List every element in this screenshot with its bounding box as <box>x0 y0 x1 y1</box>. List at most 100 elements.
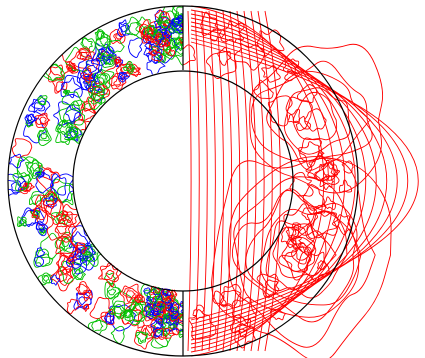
field-line <box>233 43 266 71</box>
contour-line <box>144 325 156 337</box>
contour-line <box>73 257 82 266</box>
contour-line <box>71 67 76 73</box>
field-line <box>200 11 219 36</box>
contour-line <box>63 107 82 125</box>
field-line <box>220 283 242 307</box>
contour-line <box>81 96 97 114</box>
contour-line <box>115 58 120 64</box>
contour-line <box>168 314 180 325</box>
contour-line <box>56 225 68 235</box>
contour-line <box>33 248 54 268</box>
contour-line <box>90 43 118 66</box>
contour-line <box>127 63 141 76</box>
field-line <box>187 10 192 352</box>
contour-line <box>38 224 45 232</box>
contour-line <box>27 158 43 177</box>
contour-line <box>35 247 46 257</box>
contour-line <box>49 54 71 77</box>
contour-line <box>65 249 89 275</box>
field-line <box>257 29 285 57</box>
contour-line <box>152 30 164 43</box>
contour-line <box>146 296 151 302</box>
contour-line <box>37 95 48 106</box>
contour-line <box>176 314 183 325</box>
contour-line <box>64 126 82 142</box>
contour-line <box>91 68 115 92</box>
contour-line <box>145 36 152 44</box>
contour-line <box>83 73 94 84</box>
contour-line <box>11 138 33 158</box>
contour-line <box>152 29 165 44</box>
contour-line <box>163 22 175 37</box>
contour-line <box>134 294 144 303</box>
contour-line <box>80 36 96 53</box>
contour-line <box>25 113 36 123</box>
contour-line <box>87 86 106 111</box>
field-line <box>190 13 345 349</box>
contour-line <box>110 325 125 344</box>
contour-line <box>61 210 78 226</box>
field-line <box>282 58 300 75</box>
field-line <box>215 10 224 352</box>
contour-line <box>45 195 58 207</box>
field-line <box>190 21 366 341</box>
contour-line <box>163 40 171 47</box>
contour-line <box>172 20 179 28</box>
contour-line <box>18 218 28 227</box>
contour-line <box>120 73 126 79</box>
contour-line <box>168 311 179 322</box>
contour-line <box>40 192 55 215</box>
contour-line <box>55 119 79 146</box>
field-line <box>292 91 338 141</box>
contour-line <box>124 16 146 39</box>
contour-line <box>87 80 110 103</box>
contour-line <box>35 220 49 237</box>
contour-line <box>118 22 130 36</box>
contour-line <box>61 238 71 248</box>
contour-line <box>85 63 98 74</box>
contour-line <box>37 129 50 142</box>
field-line <box>256 273 279 298</box>
contour-line <box>55 233 79 261</box>
contour-line <box>180 26 183 34</box>
field-line <box>209 28 222 42</box>
field-line <box>291 246 309 265</box>
contour-line <box>161 330 168 337</box>
contour-line <box>130 303 146 323</box>
contour-line <box>31 200 49 227</box>
field-line <box>261 65 281 83</box>
field-line <box>267 95 293 127</box>
contour-line <box>136 296 142 302</box>
contour-line <box>171 6 183 20</box>
field-line <box>236 10 249 352</box>
field-line <box>205 50 237 79</box>
contour-line <box>168 310 180 320</box>
contour-line <box>150 320 164 333</box>
contour-line <box>144 40 153 51</box>
contour-line <box>158 28 172 42</box>
field-line <box>264 10 281 352</box>
field-line <box>253 79 274 99</box>
contour-line <box>169 301 180 315</box>
contour-line <box>160 288 173 302</box>
field-line <box>220 20 245 43</box>
contour-line <box>76 292 92 310</box>
contour-line <box>64 90 68 95</box>
contour-line <box>75 244 86 253</box>
contour-line <box>136 331 148 343</box>
contour-line <box>105 57 114 66</box>
contour-line <box>141 34 154 44</box>
field-line <box>297 251 330 283</box>
contour-line <box>31 194 42 206</box>
contour-line <box>128 22 143 36</box>
field-line <box>233 176 360 318</box>
field-line <box>238 328 248 338</box>
contour-line <box>39 116 47 125</box>
contour-line <box>24 113 37 125</box>
contour-line <box>150 307 159 317</box>
contour-line <box>82 58 101 79</box>
field-line <box>250 60 373 162</box>
contour-line <box>27 115 33 122</box>
contour-line <box>157 15 170 26</box>
